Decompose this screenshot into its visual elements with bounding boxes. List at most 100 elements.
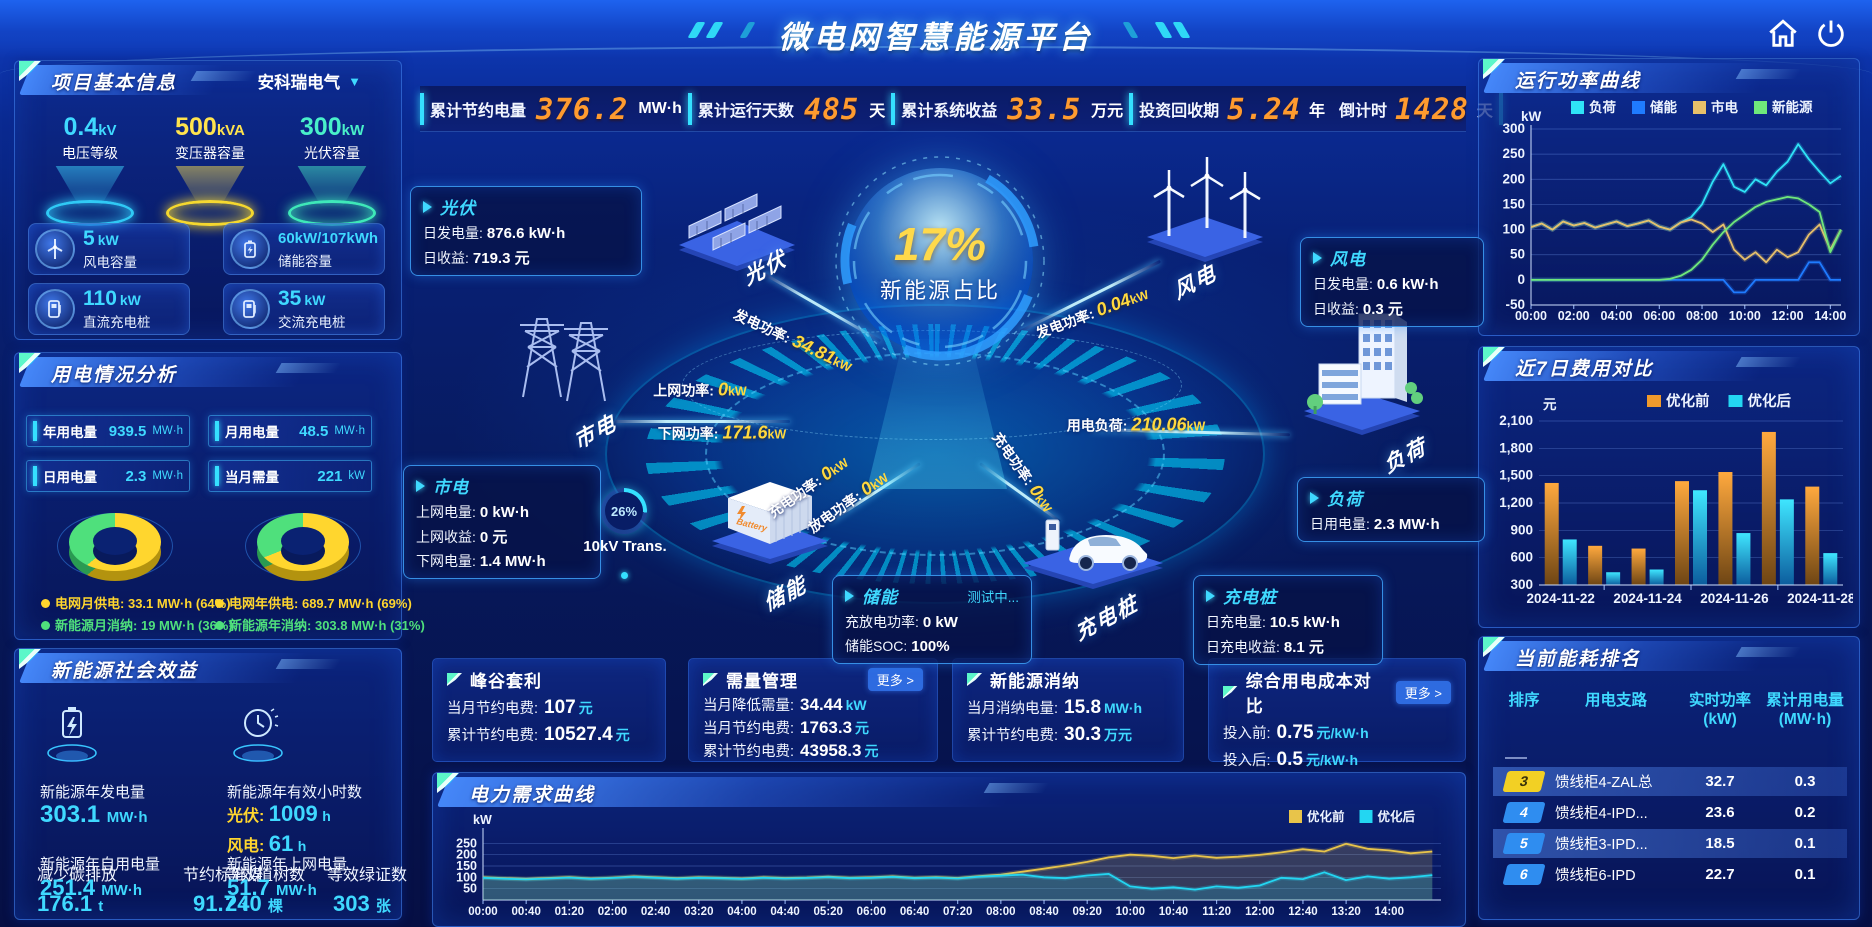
power-pylon-icon — [520, 318, 608, 402]
energy-cell: 0.2 — [1794, 804, 1816, 821]
panel-corner-icon — [1483, 347, 1505, 367]
legend-ne-month: 新能源月消纳: 19 MW·h (36%) — [41, 615, 233, 634]
svg-text:03:20: 03:20 — [684, 906, 713, 918]
chevron-down-icon: ▼ — [348, 73, 361, 89]
battery-icon — [230, 229, 270, 269]
ne-consume-card: 新能源消纳 当月消纳电量: 15.8 MW·h 累计节约电费: 30.3 万元 — [952, 658, 1184, 762]
svg-text:10:00: 10:00 — [1116, 906, 1145, 918]
arrow-icon — [845, 589, 854, 602]
gen-value: 303.1 MW·h — [40, 801, 148, 828]
svg-text:150: 150 — [456, 859, 477, 873]
wind-device[interactable] — [1135, 144, 1275, 269]
svg-text:元: 元 — [1543, 397, 1557, 412]
charger-label: 充电桩 — [1072, 591, 1142, 646]
svg-text:200: 200 — [1502, 171, 1525, 186]
transformer-cone: 500kVA 变压器容量 — [155, 113, 265, 226]
kpi-run-days: 累计运行天数 485 天 — [697, 91, 886, 126]
svg-text:10:00: 10:00 — [1729, 309, 1761, 323]
storage-info-box: 储能 测试中... 充放电功率: 0 kW 储能SOC: 100% — [832, 575, 1032, 664]
storage-capacity-card: 60kW/107kWh 储能容量 — [223, 223, 385, 275]
table-row[interactable]: 3 馈线柜4-ZAL总 32.7 0.3 — [1493, 767, 1847, 796]
usage-panel: 用电情况分析 年用电量 939.5 MW·h 月用电量 48.5 MW·h 日用电量 2.… — [14, 352, 425, 640]
charger-device[interactable] — [1018, 482, 1168, 595]
gen-label: 新能源年发电量 — [40, 784, 146, 801]
svg-text:2024-11-24: 2024-11-24 — [1613, 591, 1682, 606]
project-select[interactable]: 安科瑞电气 ▼ — [258, 69, 361, 93]
svg-text:250: 250 — [456, 836, 477, 850]
run-power-chart: 300 250 200 150 100 50 0 -50 kW 00:00 02:00 04:00 06… — [1502, 99, 1846, 323]
svg-text:100: 100 — [1502, 222, 1525, 237]
header-divider — [1505, 757, 1527, 759]
pv-hours: 光伏: 1009 h — [227, 801, 331, 826]
svg-text:08:40: 08:40 — [1029, 906, 1058, 918]
pv-device[interactable] — [675, 174, 800, 277]
svg-text:2024-11-26: 2024-11-26 — [1700, 591, 1769, 606]
svg-text:08:00: 08:00 — [986, 906, 1015, 918]
svg-text:13:20: 13:20 — [1331, 906, 1360, 918]
panel-title: 用电情况分析 — [51, 365, 178, 386]
svg-text:0: 0 — [1517, 272, 1525, 287]
panel-corner-icon — [19, 353, 41, 373]
svg-text:2024-11-22: 2024-11-22 — [1527, 591, 1595, 606]
arrow-icon — [1310, 491, 1319, 504]
pv-capacity-cone: 300kW 光伏容量 — [277, 113, 387, 226]
voltage-cone: 0.4kV 电压等级 — [35, 113, 145, 226]
panel-corner-icon — [1483, 637, 1505, 657]
svg-text:11:20: 11:20 — [1202, 906, 1231, 918]
flow-load-power: 用电负荷: 210.06kW — [1066, 414, 1206, 435]
storage-device[interactable]: Battery — [708, 464, 833, 569]
svg-text:负荷: 负荷 — [1589, 99, 1617, 115]
grid-device[interactable] — [495, 289, 630, 419]
svg-text:150: 150 — [1502, 196, 1525, 211]
card-corner-icon — [1223, 685, 1238, 699]
title-decor-left-icon — [687, 22, 780, 38]
panel-title: 电力需求曲线 — [469, 785, 596, 806]
wind-capacity-card: 5 kW 风电容量 — [28, 223, 190, 275]
branch-cell: 馈线柜4-ZAL总 — [1555, 775, 1653, 791]
svg-text:02:40: 02:40 — [641, 906, 670, 918]
panel-corner-icon — [19, 649, 41, 669]
ne-percent: 17% — [893, 218, 987, 270]
svg-text:00:00: 00:00 — [468, 906, 497, 918]
svg-text:1,200: 1,200 — [1499, 495, 1533, 510]
svg-text:50: 50 — [463, 882, 477, 896]
svg-text:04:40: 04:40 — [770, 906, 799, 918]
ac-charger-icon — [230, 289, 270, 329]
table-row[interactable]: 4 馈线柜4-IPD... 23.6 0.2 — [1493, 798, 1847, 827]
kpi-saved-energy: 累计节约电量 376.2 MW·h — [430, 91, 682, 126]
svg-text:04:00: 04:00 — [1601, 309, 1633, 323]
svg-text:2024-11-28: 2024-11-28 — [1787, 591, 1853, 606]
more-button[interactable]: 更多 > — [1395, 680, 1451, 704]
project-select-value: 安科瑞电气 — [257, 74, 341, 92]
solar-panels-icon — [679, 193, 795, 271]
energy-cell: 0.3 — [1794, 773, 1816, 790]
generation-pedestal-icon — [47, 707, 97, 762]
home-icon[interactable] — [1766, 17, 1800, 51]
ranking-panel: 当前能耗排名 排序 用电支路 实时功率 (kW) 累计用电量 (MW·h) 3 馈线柜… — [1478, 636, 1860, 920]
more-button[interactable]: 更多 > — [867, 668, 923, 691]
table-row[interactable]: 6 馈线柜6-IPD 22.7 0.1 — [1493, 860, 1847, 885]
svg-text:08:00: 08:00 — [1686, 309, 1718, 323]
day-usage-chip: 日用电量 2.3 MW·h — [26, 460, 190, 492]
cert-value: 303 张 — [333, 891, 391, 916]
power-icon[interactable] — [1814, 17, 1848, 51]
svg-text:1,800: 1,800 — [1499, 440, 1533, 455]
month-demand-chip: 当月需量 221 kW — [208, 460, 372, 492]
rank-badge: 5 — [1502, 833, 1546, 854]
svg-text:250: 250 — [1502, 146, 1525, 161]
ne-percent-label: 新能源占比 — [879, 278, 1000, 303]
wind-turbine-icon — [35, 229, 75, 269]
svg-text:市电: 市电 — [1711, 99, 1739, 115]
svg-text:14:00: 14:00 — [1814, 309, 1846, 323]
panel-title: 当前能耗排名 — [1515, 649, 1642, 670]
self-use-label: 新能源年自用电量 — [40, 856, 161, 873]
power-cell: 22.7 — [1705, 866, 1735, 883]
svg-text:50: 50 — [1510, 247, 1525, 262]
table-row[interactable]: 5 馈线柜3-IPD... 18.5 0.1 — [1493, 829, 1847, 858]
co2-label: 减少碳排放 — [37, 867, 118, 884]
power-cell: 32.7 — [1705, 773, 1735, 790]
svg-text:01:20: 01:20 — [555, 906, 584, 918]
cost7-chart: 2,100 1,800 1,500 1,200 900 600 300 元 2024-11-22… — [1499, 392, 1853, 606]
